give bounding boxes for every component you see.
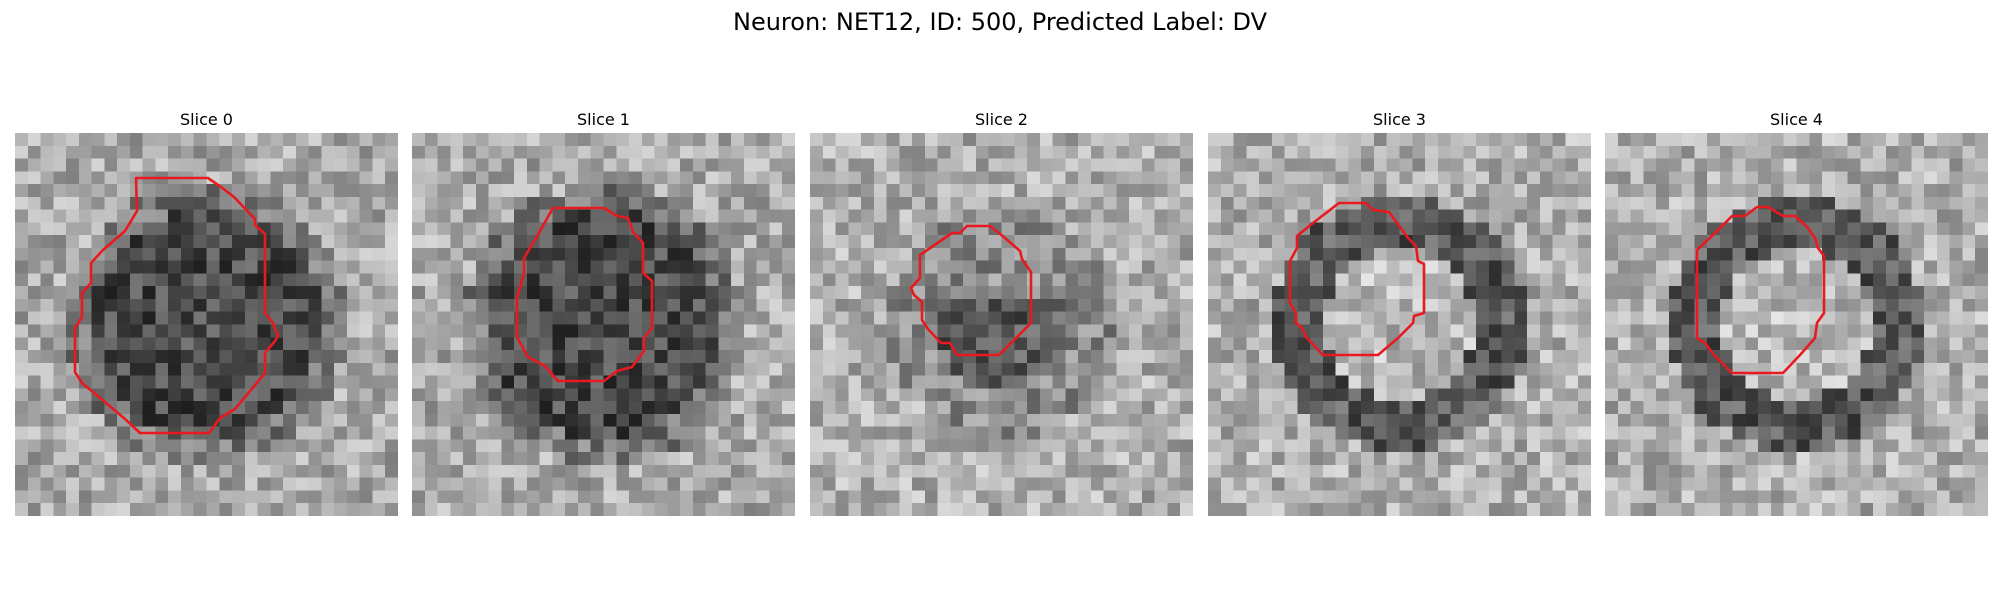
slice-title: Slice 2: [810, 108, 1193, 132]
slice-title: Slice 1: [412, 108, 795, 132]
slice-image: [15, 133, 398, 516]
slice-image: [810, 133, 1193, 516]
figure-title: Neuron: NET12, ID: 500, Predicted Label:…: [0, 8, 2000, 36]
slice-image: [1208, 133, 1591, 516]
slice-image: [412, 133, 795, 516]
slice-panel-1: Slice 1: [412, 108, 795, 516]
slice-title: Slice 3: [1208, 108, 1591, 132]
pixel-grid: [412, 133, 795, 516]
pixel-grid: [810, 133, 1193, 516]
pixel-grid: [1605, 133, 1988, 516]
slice-image: [1605, 133, 1988, 516]
pixel-grid: [1208, 133, 1591, 516]
slice-title: Slice 0: [15, 108, 398, 132]
slice-title: Slice 4: [1605, 108, 1988, 132]
pixel-grid: [15, 133, 398, 516]
slice-panel-3: Slice 3: [1208, 108, 1591, 516]
slice-panel-4: Slice 4: [1605, 108, 1988, 516]
slice-panel-0: Slice 0: [15, 108, 398, 516]
slice-panel-2: Slice 2: [810, 108, 1193, 516]
